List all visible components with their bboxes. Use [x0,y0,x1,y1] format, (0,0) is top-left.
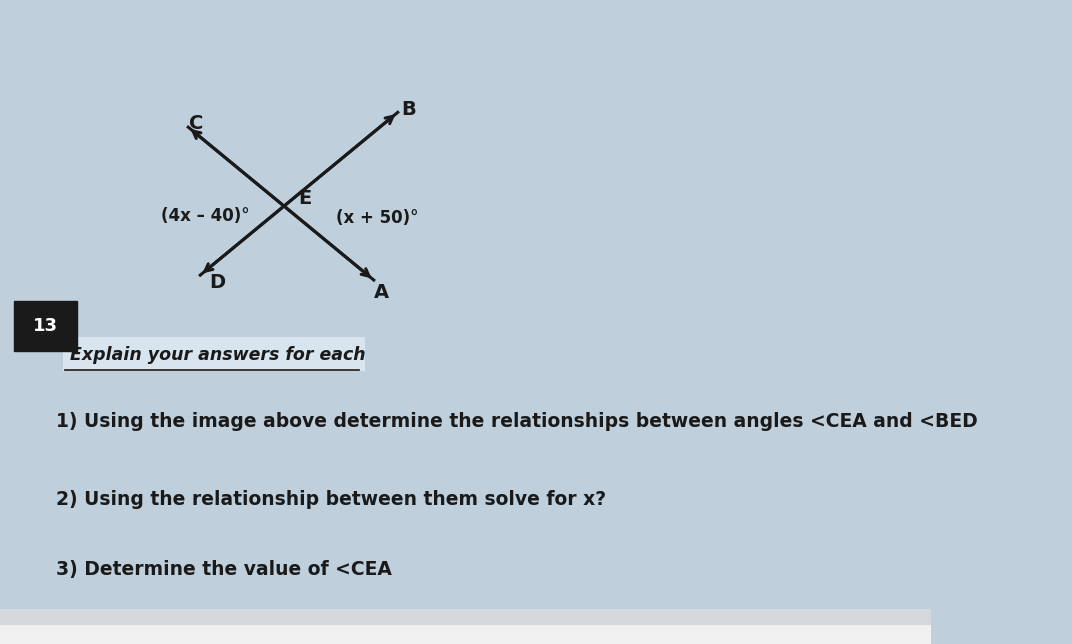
Text: D: D [209,273,225,292]
Text: E: E [298,189,311,208]
Text: (4x – 40)°: (4x – 40)° [161,207,249,225]
Text: C: C [189,115,203,133]
Text: 2) Using the relationship between them solve for x?: 2) Using the relationship between them s… [56,489,606,509]
Text: A: A [374,283,389,303]
FancyBboxPatch shape [14,301,77,351]
Text: 13: 13 [33,317,58,335]
Text: B: B [402,100,416,118]
Text: Explain your answers for each: Explain your answers for each [70,346,366,365]
Text: 3) Determine the value of <CEA: 3) Determine the value of <CEA [56,560,391,580]
Text: 1) Using the image above determine the relationships between angles <CEA and <BE: 1) Using the image above determine the r… [56,412,978,431]
FancyBboxPatch shape [0,609,932,644]
Text: (x + 50)°: (x + 50)° [336,209,418,227]
FancyBboxPatch shape [0,625,932,644]
FancyBboxPatch shape [63,337,366,371]
